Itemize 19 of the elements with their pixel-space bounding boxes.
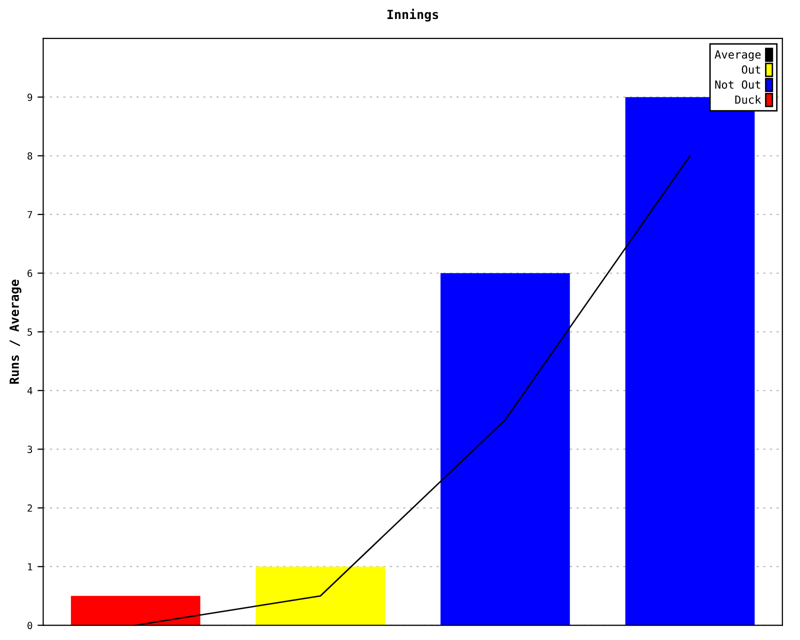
legend-label: Not Out — [715, 80, 760, 89]
y-tick-label: 0 — [28, 622, 32, 630]
bar — [440, 273, 570, 626]
bar — [256, 566, 386, 626]
y-tick-label: 4 — [27, 387, 32, 394]
y-tick-label: 7 — [28, 211, 32, 218]
y-axis-title: Runs / Average — [10, 280, 22, 384]
legend-label: Average — [714, 50, 761, 61]
y-tick-label: 6 — [28, 270, 32, 278]
y-tick-label: 5 — [28, 328, 32, 336]
y-tick-label: 1 — [28, 563, 32, 570]
legend-label: Out — [742, 65, 760, 74]
y-tick-label: 8 — [28, 152, 32, 160]
bar — [70, 596, 200, 626]
chart-title: Innings — [388, 8, 438, 22]
y-tick-label: 2 — [28, 504, 32, 512]
legend-label: Duck — [735, 95, 762, 104]
y-tick-label: 3 — [28, 446, 32, 454]
y-tick-label: 9 — [28, 94, 32, 101]
